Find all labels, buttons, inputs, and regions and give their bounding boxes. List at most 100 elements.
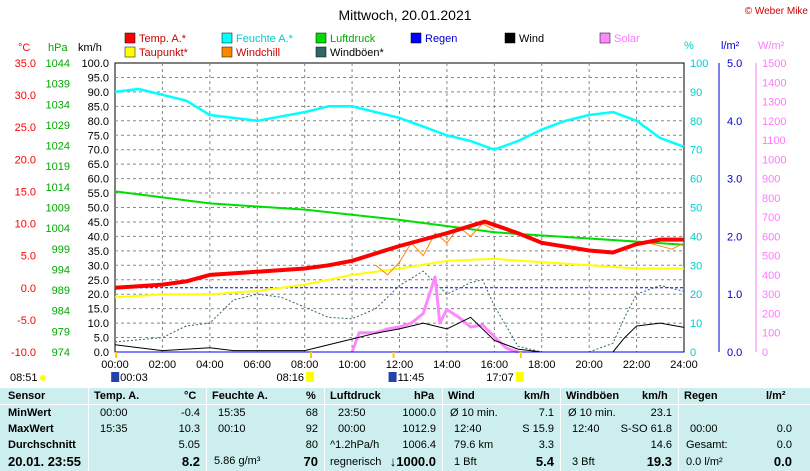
gust-avg-label: Ø 10 min.	[568, 407, 616, 419]
legend-label: Windchill	[236, 47, 280, 59]
press-trend: ^1.2hPa/h	[330, 439, 380, 451]
rain-max: 0.0	[776, 423, 792, 435]
temp-tick: 10.0	[15, 219, 36, 231]
sunset-time: 17:07	[486, 372, 514, 384]
hum-tick: 50	[690, 203, 702, 215]
time-tick: 02:00	[149, 359, 177, 371]
solar-tick: 900	[762, 174, 780, 186]
press-avg: 1006.4	[402, 439, 436, 451]
hum-now: 70	[303, 454, 318, 469]
row-avg: Durchschnitt	[8, 439, 76, 451]
press-max: 1012.9	[402, 423, 436, 435]
time-tick: 16:00	[481, 359, 509, 371]
row-max: MaxWert	[8, 423, 54, 435]
legend-item: Regen	[410, 32, 457, 45]
solar-tick: 600	[762, 231, 780, 243]
row-min: MinWert	[8, 407, 52, 419]
wind-tick: 35.0	[88, 246, 109, 258]
wind-bft: 1 Bft	[454, 456, 477, 468]
temp-min: -0.4	[181, 407, 200, 419]
rain-tick: 1.0	[727, 289, 742, 301]
legend-label: Regen	[425, 33, 457, 45]
temperature-line	[114, 219, 684, 290]
axis-units: °C hPa km/h% l/m² W/m²	[18, 40, 785, 54]
hum-tick: 10	[690, 318, 702, 330]
temp-tick: 15.0	[15, 186, 36, 198]
hum-tick: 30	[690, 260, 702, 272]
press-min-time: 23:50	[338, 407, 366, 419]
hum-tick: 70	[690, 145, 702, 157]
wind-tick: 40.0	[88, 231, 109, 243]
moonset-icon	[111, 372, 120, 382]
press-tick: 1024	[46, 141, 70, 153]
wind-tick: 50.0	[88, 203, 109, 215]
legend-label: Solar	[614, 33, 640, 45]
solar-tick: 1400	[762, 77, 786, 89]
temp-tick: 0.0	[21, 283, 36, 295]
temp-tick: 35.0	[15, 58, 36, 70]
solar-tick: 100	[762, 328, 780, 340]
hdr-sensor: Sensor	[8, 390, 46, 402]
solar-tick: 1100	[762, 135, 786, 147]
gust-now: 19.3	[646, 454, 672, 469]
chart-title: Mittwoch, 20.01.2021	[338, 7, 471, 23]
hum-tick: 90	[690, 87, 702, 99]
legend-label: Taupunkt*	[139, 47, 189, 59]
press-tick: 1019	[46, 161, 70, 173]
temp-tick: 20.0	[15, 154, 36, 166]
wind-tick: 30.0	[88, 260, 109, 272]
time-tick: 22:00	[623, 359, 651, 371]
wind-avg-day: 3.3	[538, 439, 554, 451]
temp-now: 8.2	[181, 454, 200, 469]
time-tick: 20:00	[575, 359, 603, 371]
time-tick: 08:00	[291, 359, 319, 371]
temp-tick: 25.0	[15, 122, 36, 134]
hum-min: 68	[305, 407, 318, 419]
pressure-line	[114, 190, 685, 246]
rain-rate: 0.0 l/m²	[686, 456, 723, 468]
legend-swatch	[410, 32, 422, 44]
temp-tick: 5.0	[21, 251, 36, 263]
temp-max-time: 15:35	[100, 423, 128, 435]
windchill-line-late	[648, 242, 685, 250]
hdr-rain-unit: l/m²	[766, 390, 786, 402]
legend-swatch	[221, 46, 233, 58]
legend-label: Feuchte A.*	[236, 33, 294, 45]
wind-now: 5.4	[535, 454, 554, 469]
hdr-press-unit: hPa	[414, 390, 435, 402]
hum-tick: 80	[690, 116, 702, 128]
hum-tick: 20	[690, 289, 702, 301]
hdr-hum: Feuchte A.	[212, 390, 268, 402]
windchill-line	[375, 223, 495, 276]
solar-tick: 1500	[762, 58, 786, 70]
sunrise-icon	[305, 372, 314, 382]
temp-min-time: 00:00	[100, 407, 128, 419]
time-tick: 18:00	[528, 359, 556, 371]
legend-swatch	[599, 32, 611, 44]
wind-tick: 60.0	[88, 174, 109, 186]
press-max-time: 00:00	[338, 423, 366, 435]
axis-ticks: 35.0 30.0 25.0 20.0 15.0 10.0 5.0 0.0 -5.0 -10.0 1…	[11, 58, 787, 371]
hum-max: 92	[305, 423, 318, 435]
solar-tick: 0	[762, 347, 768, 359]
time-tick: 10:00	[338, 359, 366, 371]
wind-distance: 79.6 km	[454, 439, 494, 451]
legend-item: Solar	[599, 32, 640, 45]
dewpoint-line	[114, 257, 684, 299]
moonrise-icon	[388, 372, 397, 382]
solar-unit: W/m²	[758, 40, 785, 52]
legend-swatch	[504, 32, 516, 44]
hdr-temp-unit: °C	[184, 390, 197, 402]
rain-unit: l/m²	[721, 40, 740, 52]
temp-tick: -5.0	[17, 315, 36, 327]
time-tick: 04:00	[196, 359, 224, 371]
press-tick: 989	[52, 285, 70, 297]
wind-tick: 65.0	[88, 159, 109, 171]
press-unit: hPa	[48, 42, 68, 54]
sun-icon	[40, 375, 46, 381]
rain-tick: 2.0	[727, 231, 742, 243]
moonset-time: 00:03	[120, 372, 148, 384]
legend-swatch	[124, 32, 136, 44]
wind-tick: 95.0	[88, 72, 109, 84]
wind-tick: 70.0	[88, 145, 109, 157]
